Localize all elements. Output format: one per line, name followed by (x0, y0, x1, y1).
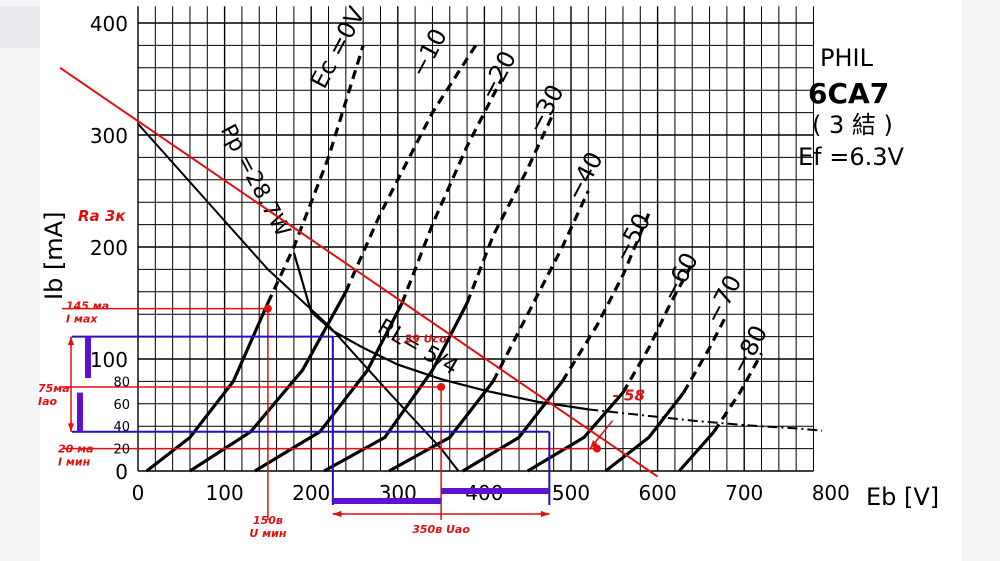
i-min-label: 20 ма I мин (58, 443, 94, 469)
u-a0-label: 350в Uао (412, 523, 470, 536)
i-min-point (592, 444, 601, 453)
header-filament: Ef =6.3V (798, 143, 905, 171)
plate-dissipation-curve-dashed (588, 408, 823, 432)
y-minor-label: 80 (113, 375, 130, 390)
grid-curve-dashed-Ec=0V (266, 44, 365, 304)
grid-curve-solid--40 (388, 380, 495, 473)
u-c0-label: - 29 Uco (396, 333, 447, 346)
grid-curve-dashed--80 (712, 352, 763, 433)
y-tick-label: 0 (115, 460, 128, 484)
u-min-label: 150в U мин (249, 514, 286, 540)
x-tick-label: 700 (725, 481, 763, 505)
header-tube: 6CA7 (808, 77, 889, 110)
x-tick-label: 100 (206, 481, 244, 505)
x-tick-label: 800 (812, 481, 850, 505)
left-panel-tab (0, 6, 40, 48)
y-tick-label: 200 (90, 236, 128, 260)
quiescent-point (437, 383, 446, 391)
grid-curve-solid--70 (604, 391, 685, 473)
header-connection: ( 3 結 ) (812, 111, 893, 139)
header-brand: PHIL (820, 44, 874, 72)
grid-curve-dashed--60 (621, 263, 694, 394)
ra-label: Ra 3к (78, 207, 126, 225)
rl-load-line (137, 123, 460, 472)
y-tick-label: 300 (90, 124, 128, 148)
grid-curve-solid-Ec=0V (145, 302, 270, 473)
grid-curve-solid--30 (323, 302, 469, 473)
i-max-point (263, 304, 272, 313)
grid-curve-solid--60 (526, 391, 625, 473)
grid-curve-dashed--70 (682, 313, 729, 394)
grid-curve-solid--10 (189, 291, 348, 473)
grid-min-label: - 58 (613, 386, 645, 404)
y-tick-label: 100 (90, 348, 128, 372)
grid-curve-dashed--30 (465, 111, 556, 304)
right-panel-strip (962, 0, 1000, 561)
y-minor-label: 20 (113, 443, 130, 458)
grid-curve-solid--50 (461, 380, 564, 473)
grid-curve-dashed--10 (344, 44, 478, 293)
grid-curve-dashed--40 (491, 190, 590, 383)
y-tick-label: 400 (90, 12, 128, 36)
i-max-label: 145 ма I мах (66, 300, 109, 326)
y-minor-label: 60 (113, 398, 130, 413)
x-tick-label: 600 (639, 481, 677, 505)
plate-dissipation-curve (292, 252, 589, 411)
x-tick-label: 500 (552, 481, 590, 505)
left-panel-strip (0, 0, 40, 561)
grid-curve-solid--80 (678, 430, 716, 473)
i-a0-label: 75ма Iао (38, 382, 70, 408)
grid-curve-dashed--20 (400, 78, 504, 304)
grid-curve-solid--20 (254, 302, 404, 473)
annotation-layer: Ra 3к 145 ма I мах 75ма Iао 20 ма I мин 150в U м… (38, 66, 659, 540)
x-tick-label: 200 (292, 481, 330, 505)
y-axis-label: Ib [mA] (40, 212, 68, 300)
y-minor-label: 40 (113, 420, 130, 435)
x-axis-label: Eb [V] (866, 483, 939, 511)
grid-min-arrow-head (590, 440, 598, 449)
grid-curve-dashed--50 (560, 212, 651, 383)
ra-load-line (59, 66, 659, 478)
x-tick-label: 0 (132, 481, 145, 505)
